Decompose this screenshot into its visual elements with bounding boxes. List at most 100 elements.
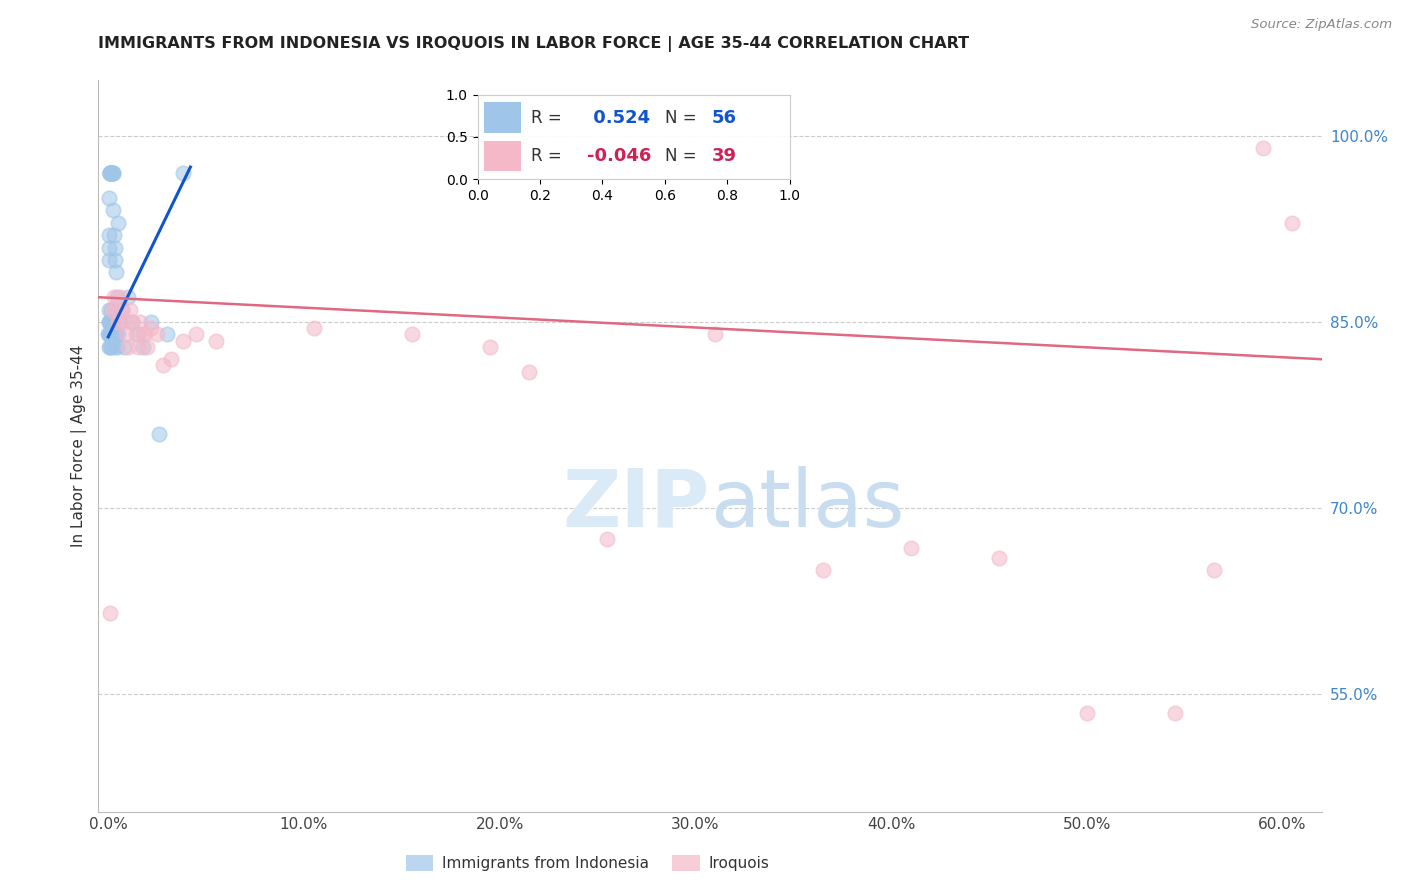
Point [1164, 706, 1187, 720]
Point [1251, 141, 1274, 155]
Point [97, 302, 120, 317]
Point [111, 302, 134, 317]
Point [117, 290, 139, 304]
Point [100, 327, 122, 342]
Point [97, 253, 120, 268]
Point [98, 191, 121, 205]
Point [98, 166, 121, 180]
Point [101, 302, 124, 317]
Point [127, 327, 149, 342]
Point [132, 327, 155, 342]
Point [101, 327, 124, 342]
Point [104, 253, 127, 268]
Text: 0.524: 0.524 [586, 109, 650, 127]
Point [98, 241, 121, 255]
Point [100, 302, 122, 317]
Point [105, 340, 128, 354]
Point [101, 166, 124, 180]
Point [107, 327, 129, 342]
Point [186, 327, 208, 342]
Point [100, 327, 122, 342]
Text: R =: R = [530, 147, 561, 165]
Point [101, 166, 124, 180]
Point [114, 327, 136, 342]
Point [103, 290, 125, 304]
Text: N =: N = [665, 147, 696, 165]
Point [112, 315, 135, 329]
Point [98, 327, 121, 342]
Point [141, 315, 163, 329]
Point [134, 327, 156, 342]
Point [98, 166, 121, 180]
Point [101, 166, 124, 180]
Point [118, 302, 141, 317]
Text: R =: R = [530, 109, 561, 127]
Legend: Immigrants from Indonesia, Iroquois: Immigrants from Indonesia, Iroquois [399, 849, 776, 877]
Point [172, 166, 194, 180]
Point [112, 340, 135, 354]
Point [987, 550, 1010, 565]
Point [103, 340, 125, 354]
Point [1281, 216, 1303, 230]
Point [1076, 706, 1098, 720]
Point [97, 327, 120, 342]
Text: N =: N = [665, 109, 696, 127]
Point [128, 315, 150, 329]
Point [478, 340, 501, 354]
Point [108, 290, 131, 304]
Point [100, 315, 122, 329]
Point [105, 290, 128, 304]
Point [160, 352, 183, 367]
Point [121, 315, 143, 329]
Point [596, 532, 619, 546]
Point [127, 340, 149, 354]
Point [517, 365, 540, 379]
Text: atlas: atlas [710, 466, 904, 543]
Point [98, 166, 121, 180]
Text: IMMIGRANTS FROM INDONESIA VS IROQUOIS IN LABOR FORCE | AGE 35-44 CORRELATION CHA: IMMIGRANTS FROM INDONESIA VS IROQUOIS IN… [98, 36, 970, 52]
Point [98, 340, 121, 354]
Point [172, 334, 194, 348]
Point [97, 327, 120, 342]
Point [98, 315, 121, 329]
Point [100, 166, 122, 180]
Point [156, 327, 179, 342]
Point [136, 340, 159, 354]
Point [900, 541, 922, 555]
Point [107, 216, 129, 230]
Point [148, 426, 170, 441]
Point [97, 315, 120, 329]
Point [104, 241, 127, 255]
Point [100, 166, 122, 180]
Point [98, 166, 121, 180]
Point [1202, 563, 1225, 577]
FancyBboxPatch shape [484, 141, 522, 171]
Point [205, 334, 228, 348]
Text: 56: 56 [711, 109, 737, 127]
Point [103, 203, 125, 218]
Text: Source: ZipAtlas.com: Source: ZipAtlas.com [1251, 18, 1392, 31]
Point [108, 315, 131, 329]
Point [146, 327, 169, 342]
Point [132, 340, 155, 354]
Point [98, 228, 121, 243]
Point [103, 228, 125, 243]
Point [104, 327, 127, 342]
Point [141, 321, 163, 335]
Point [100, 166, 122, 180]
Point [105, 265, 128, 279]
Point [98, 340, 121, 354]
Point [105, 327, 128, 342]
Text: ZIP: ZIP [562, 466, 710, 543]
Text: -0.046: -0.046 [586, 147, 651, 165]
Point [124, 327, 146, 342]
Point [98, 607, 121, 621]
Point [811, 563, 834, 577]
Point [302, 321, 325, 335]
Point [111, 302, 134, 317]
FancyBboxPatch shape [484, 103, 522, 133]
Point [121, 315, 143, 329]
Point [117, 340, 139, 354]
Y-axis label: In Labor Force | Age 35-44: In Labor Force | Age 35-44 [72, 345, 87, 547]
Point [100, 166, 122, 180]
